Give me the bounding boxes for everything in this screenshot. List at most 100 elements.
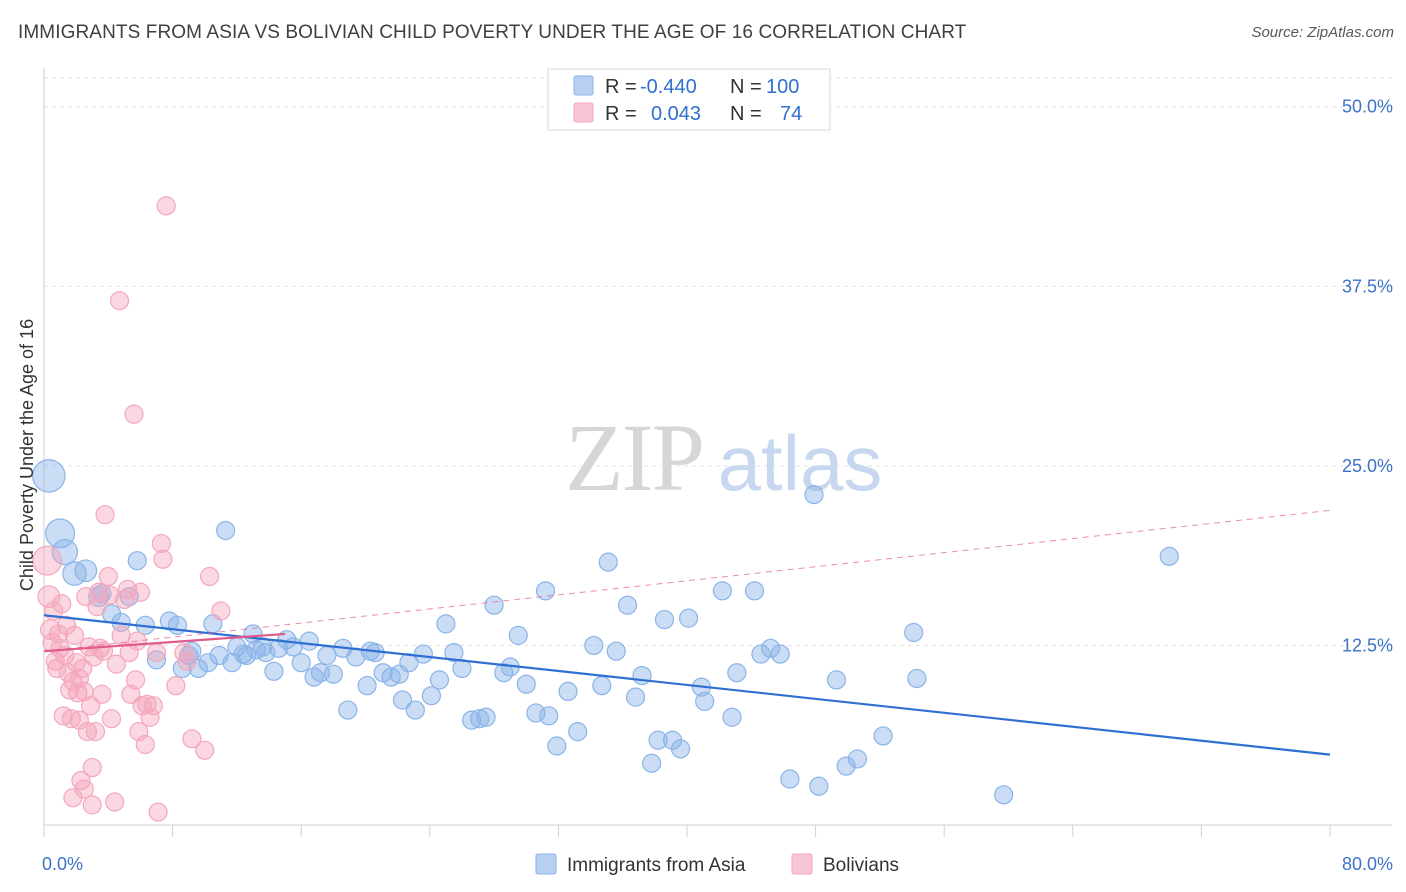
point-1-15: [61, 709, 81, 729]
svg-text:atlas: atlas: [718, 419, 883, 507]
bottom-legend-label-bolivians: Bolivians: [823, 855, 899, 876]
point-1-12: [56, 615, 77, 635]
point-0-54: [421, 686, 442, 706]
point-0-10: [127, 551, 147, 571]
point-0-95: [780, 769, 800, 789]
trend-line-1: [43, 632, 286, 653]
point-0-58: [452, 658, 472, 679]
y-tick-label-0: 12.5%: [1342, 635, 1393, 655]
point-0-60: [470, 709, 490, 729]
point-1-38: [100, 585, 120, 605]
point-0-30: [256, 643, 276, 663]
point-0-44: [357, 676, 377, 696]
point-0-57: [444, 643, 464, 663]
bottom-legend-swatch-bolivians: [791, 853, 813, 875]
point-0-75: [598, 552, 618, 572]
point-1-52: [130, 582, 151, 602]
point-1-40: [105, 792, 125, 812]
point-0-92: [751, 644, 771, 664]
point-1-42: [109, 291, 130, 311]
point-0-78: [625, 687, 646, 707]
legend-swatch-asia: [573, 75, 594, 96]
trend-dashed-1: [43, 509, 1331, 652]
legend-swatch-bolivians: [573, 102, 594, 123]
point-0-100: [847, 749, 867, 769]
legend-r-value-bolivians: 0.043: [651, 103, 701, 125]
point-0-26: [236, 645, 257, 666]
trend-lines: [43, 509, 1331, 756]
y-tick-label-3: 50.0%: [1342, 97, 1393, 117]
point-1-73: [69, 668, 89, 689]
gridlines: [44, 77, 1392, 646]
point-0-56: [436, 614, 456, 634]
point-0-43: [346, 647, 366, 667]
point-0-102: [904, 622, 924, 643]
stats-legend: R = -0.440 N = 100 R = 0.043 N = 74: [547, 68, 831, 131]
point-0-65: [508, 625, 528, 645]
point-0-73: [584, 635, 604, 656]
point-0-35: [291, 653, 311, 673]
point-1-9: [52, 594, 72, 614]
point-0-31: [264, 661, 284, 681]
point-0-59: [461, 710, 482, 730]
tick-labels: 12.5% 25.0% 37.5% 50.0% 0.0% 80.0%: [42, 97, 1393, 874]
point-1-62: [156, 196, 176, 216]
point-0-80: [642, 753, 662, 773]
point-1-65: [177, 651, 197, 671]
point-0-84: [670, 739, 691, 759]
point-0-79: [632, 665, 652, 686]
point-1-0: [32, 545, 63, 576]
chart-source: Source: ZipAtlas.com: [1251, 24, 1394, 41]
point-0-51: [399, 653, 419, 673]
point-0-72: [568, 722, 588, 742]
point-0-104: [994, 785, 1014, 805]
point-0-4: [74, 559, 98, 583]
legend-n-label-asia: N =: [730, 76, 762, 98]
y-tick-label-1: 25.0%: [1342, 456, 1393, 476]
point-1-46: [119, 643, 139, 663]
point-0-101: [873, 726, 893, 746]
x-tick-label-0: 0.0%: [42, 854, 83, 874]
point-0-42: [338, 700, 358, 720]
point-0-25: [233, 644, 253, 664]
point-1-59: [148, 802, 168, 822]
point-1-41: [106, 654, 126, 674]
point-0-2: [51, 538, 79, 566]
point-0-89: [722, 707, 742, 727]
point-0-17: [182, 641, 202, 661]
trend-line-0: [43, 614, 1331, 756]
point-0-18: [188, 658, 208, 679]
x-tick-label-1: 80.0%: [1342, 854, 1393, 874]
chart-title: IMMIGRANTS FROM ASIA VS BOLIVIAN CHILD P…: [18, 22, 967, 43]
point-0-1: [45, 518, 76, 549]
legend-n-value-bolivians: 74: [780, 103, 802, 125]
point-1-31: [87, 597, 107, 617]
point-1-39: [101, 709, 122, 729]
point-1-30: [85, 722, 106, 742]
point-0-66: [516, 674, 536, 694]
point-0-77: [617, 595, 638, 615]
point-0-91: [744, 581, 765, 601]
legend-r-label-asia: R =: [605, 76, 637, 98]
point-1-66: [182, 729, 202, 749]
point-0-40: [323, 664, 343, 684]
point-1-60: [151, 533, 171, 554]
point-1-56: [140, 707, 160, 727]
point-1-19: [68, 683, 88, 703]
y-tick-label-2: 37.5%: [1342, 276, 1393, 296]
point-1-57: [143, 696, 163, 716]
point-0-76: [606, 641, 626, 661]
point-0-71: [558, 681, 578, 702]
bottom-legend-label-asia: Immigrants from Asia: [567, 855, 746, 876]
point-1-48: [124, 404, 144, 424]
point-1-67: [195, 740, 215, 760]
point-1-34: [92, 684, 112, 704]
point-1-25: [77, 722, 98, 742]
point-0-36: [299, 631, 319, 651]
point-0-103: [907, 668, 927, 689]
point-1-68: [199, 566, 220, 587]
bottom-legend-swatch-asia: [535, 853, 557, 875]
point-1-69: [211, 601, 231, 621]
point-0-97: [809, 776, 829, 796]
